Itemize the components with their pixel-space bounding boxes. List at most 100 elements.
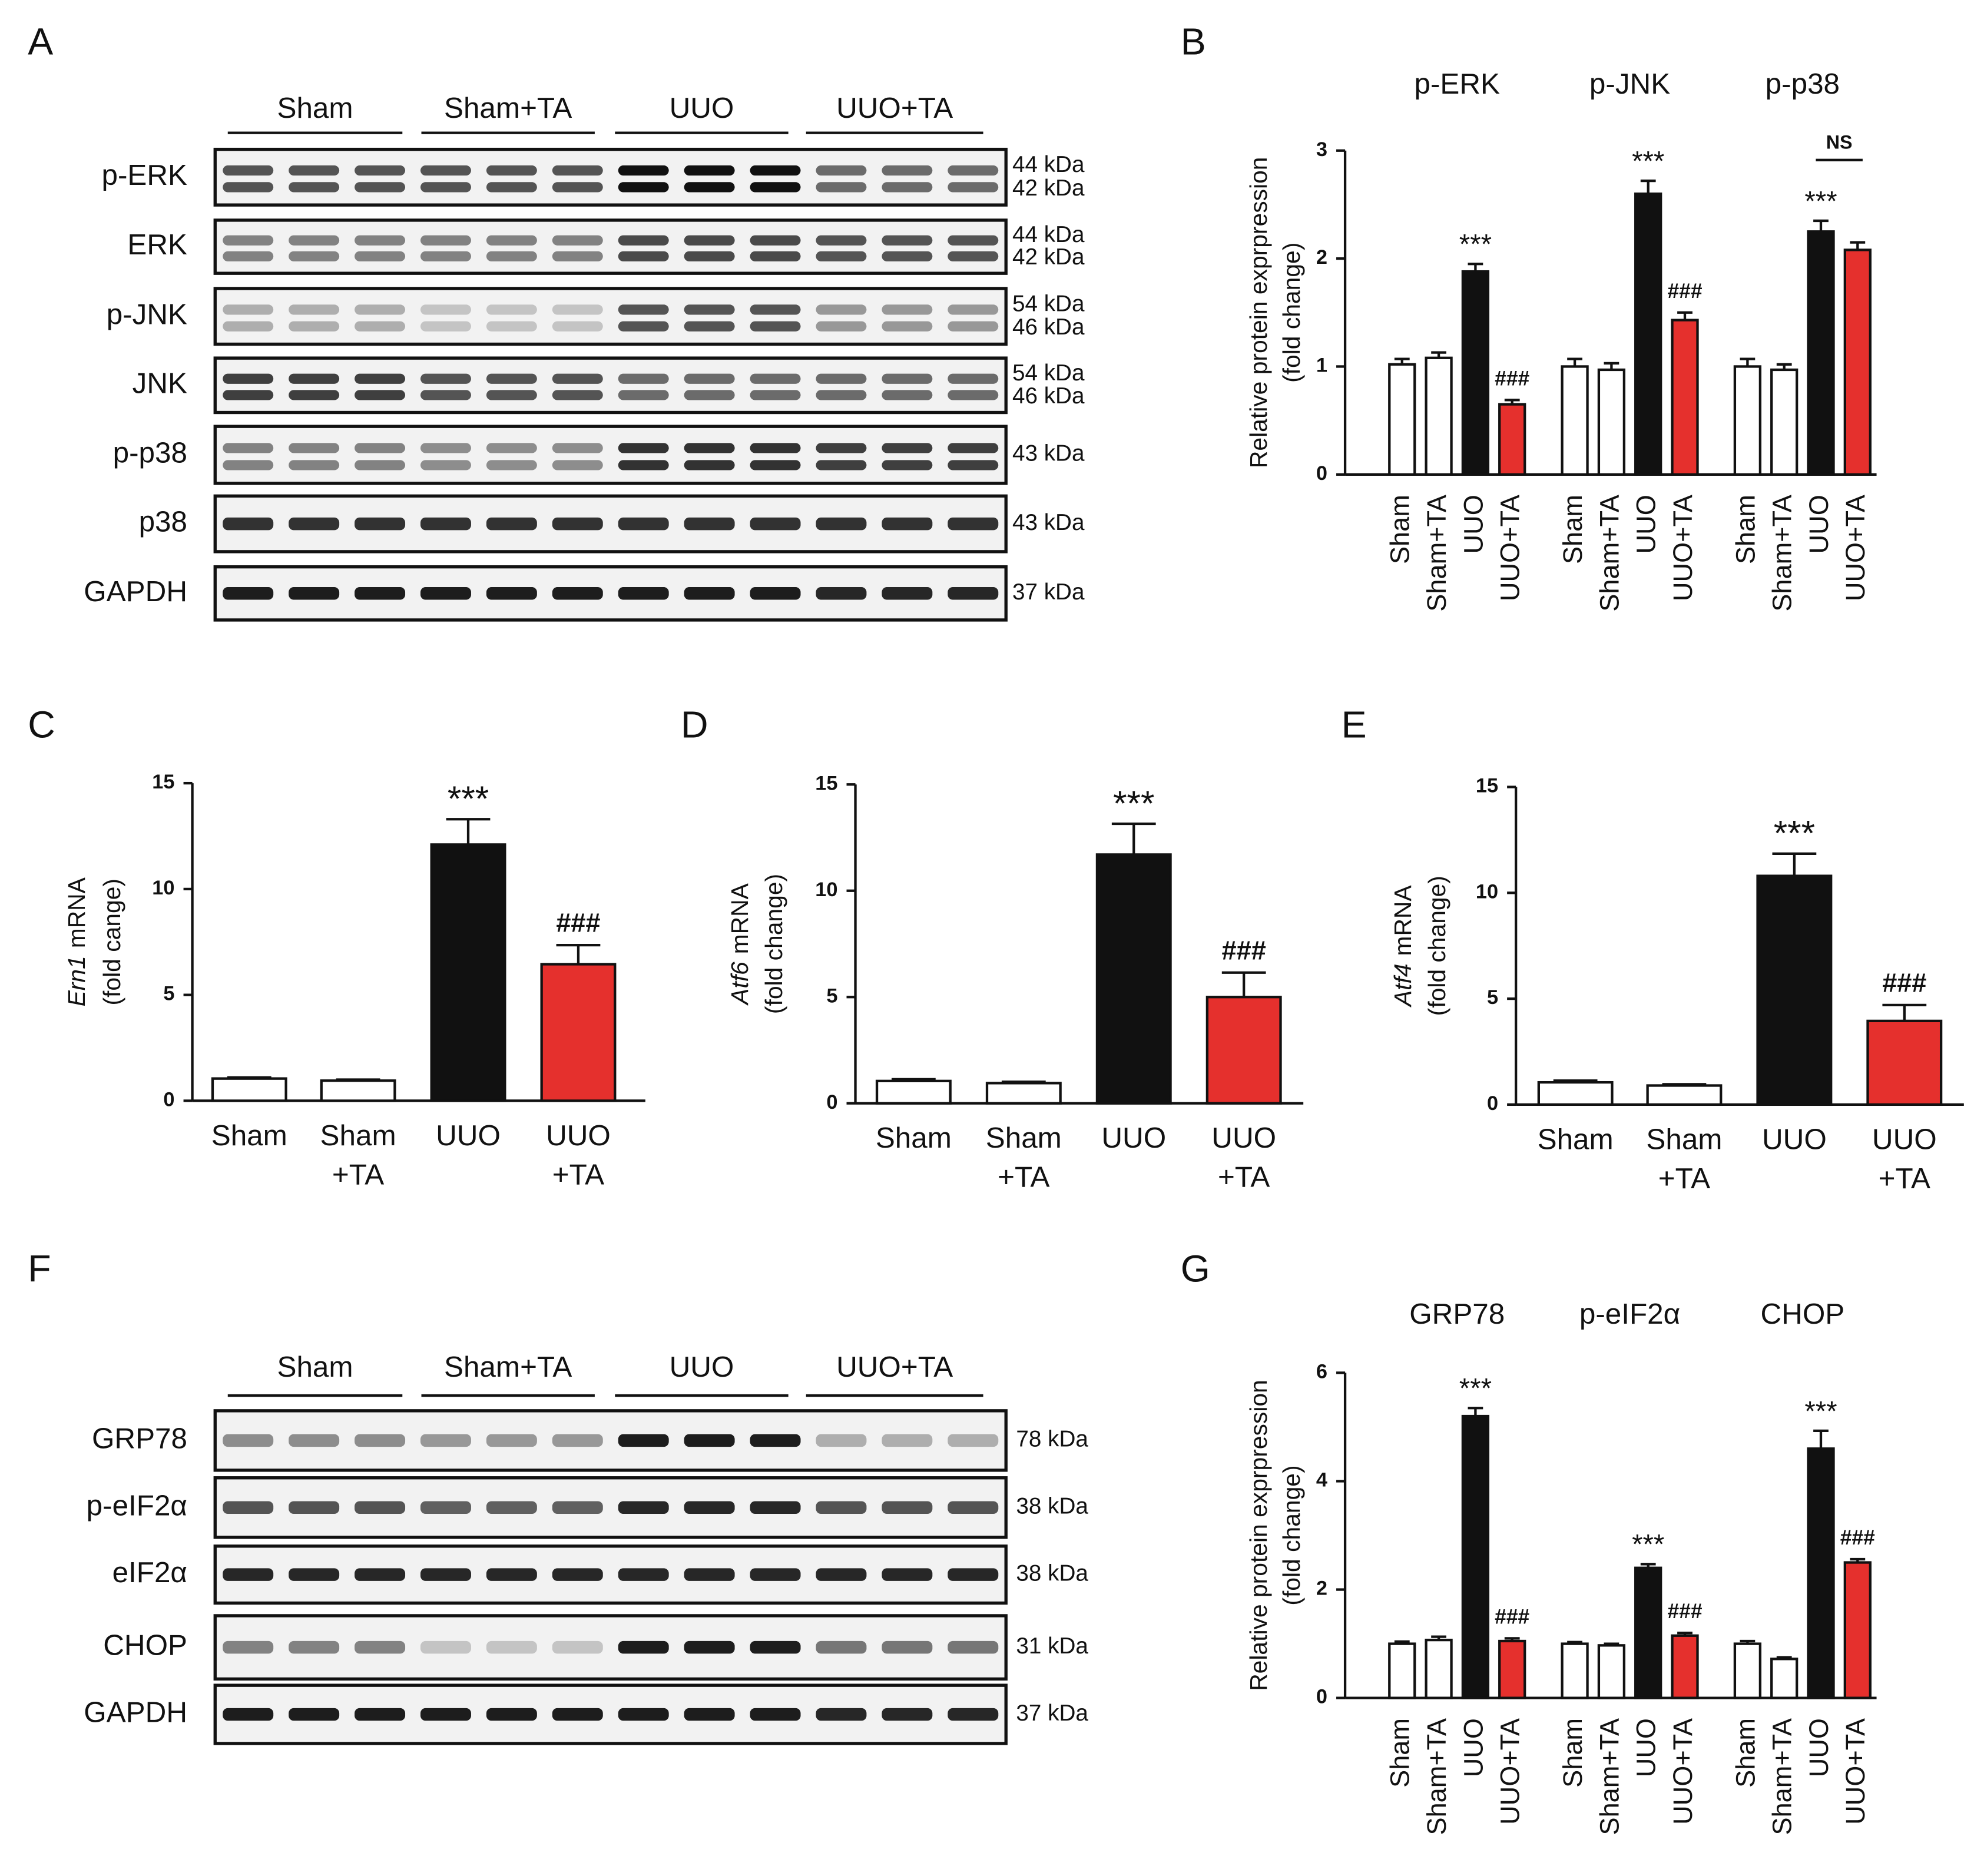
blot-group-label: UUO (670, 1351, 734, 1383)
blot-band (750, 251, 801, 261)
blot-group-label: UUO (670, 92, 734, 124)
blot-band (223, 251, 274, 261)
blot-band (420, 1640, 471, 1654)
blot-band (816, 182, 867, 193)
blot-band (355, 373, 406, 384)
blot-band (750, 373, 801, 384)
bar (430, 843, 506, 1102)
blot-band (486, 390, 537, 400)
y-tick-label: 0 (163, 1089, 174, 1111)
blot-band (486, 235, 537, 246)
x-tick-label: UUO (1631, 495, 1661, 553)
x-tick-label: +TA (1879, 1162, 1930, 1195)
blot-band (486, 1640, 537, 1654)
blot-band (355, 1501, 406, 1514)
y-tick-label: 5 (1487, 986, 1498, 1009)
bar (320, 1079, 396, 1102)
bar (1537, 1080, 1614, 1106)
x-tick-label: UUO+TA (1495, 495, 1525, 601)
blot-band (684, 304, 735, 315)
blot-band (552, 460, 603, 470)
blot-band (684, 373, 735, 384)
group-title: p-ERK (1414, 68, 1500, 100)
x-tick-label: Sham+TA (1594, 495, 1624, 611)
blot-band (486, 443, 537, 453)
blot-band (486, 460, 537, 470)
blot-row-label: p38 (139, 506, 187, 538)
bar (1095, 853, 1172, 1105)
y-axis-label: Relative protein exprpression (1245, 1380, 1272, 1691)
bar (540, 963, 617, 1102)
x-tick-label: Sham (1538, 1123, 1614, 1155)
bar (1843, 1561, 1872, 1699)
x-tick-label: Sham (1558, 495, 1588, 564)
blot-band (948, 235, 999, 246)
blot-band (223, 304, 274, 315)
blot-band (750, 390, 801, 400)
blot-band (420, 1434, 471, 1447)
bar (1733, 365, 1762, 476)
kda-label: 44 kDa (1012, 152, 1085, 177)
blot-band (486, 251, 537, 261)
blot-band (486, 1434, 537, 1447)
kda-label: 46 kDa (1012, 383, 1085, 409)
blot-band (618, 321, 669, 332)
y-axis-label-text: mRNA (63, 877, 90, 948)
blot-band (552, 304, 603, 315)
blot-band (223, 165, 274, 176)
blot-band (882, 321, 933, 332)
y-axis-label-text: mRNA (726, 883, 753, 954)
blot-band (684, 182, 735, 193)
blot-band (684, 460, 735, 470)
x-tick-label: UUO+TA (1668, 495, 1698, 601)
blot-band (223, 517, 274, 531)
blot-band (420, 165, 471, 176)
group-title: CHOP (1760, 1298, 1844, 1330)
blot-band (552, 1640, 603, 1654)
y-tick-label: 0 (1487, 1092, 1498, 1115)
y-tick-label: 4 (1316, 1469, 1327, 1491)
blot-band (223, 182, 274, 193)
blot-band (355, 321, 406, 332)
blot-band (486, 1708, 537, 1721)
blot-band (420, 390, 471, 400)
blot-band (948, 587, 999, 600)
blot-band (486, 321, 537, 332)
y-tick-label: 2 (1316, 1577, 1327, 1600)
blot-group-label: UUO+TA (836, 1351, 953, 1383)
blot-band (750, 235, 801, 246)
x-tick-label: UUO+TA (1495, 1718, 1525, 1825)
blot-band (750, 460, 801, 470)
blot-band (816, 321, 867, 332)
blot-band (420, 373, 471, 384)
bar (1498, 403, 1526, 476)
blot-band (223, 321, 274, 332)
blot-band (948, 304, 999, 315)
blot-frame (213, 1544, 1008, 1605)
x-tick-label: Sham+TA (1422, 1718, 1452, 1835)
bar (1597, 368, 1626, 476)
blot-band (552, 251, 603, 261)
bar (1597, 1644, 1626, 1699)
x-tick-label: UUO+TA (1668, 1718, 1698, 1825)
y-axis-sublabel: (fold change) (760, 874, 787, 1014)
x-tick-label: Sham (1730, 495, 1760, 564)
kda-label: 54 kDa (1012, 360, 1085, 386)
blot-band (750, 304, 801, 315)
blot-frame (213, 147, 1008, 207)
blot-band (684, 321, 735, 332)
significance-label: ### (1495, 366, 1529, 390)
blot-band (618, 1568, 669, 1581)
blot-band (486, 182, 537, 193)
blot-band (552, 1434, 603, 1447)
blot-band (289, 443, 340, 453)
x-tick-label: +TA (332, 1158, 384, 1191)
gene-name: Ern1 (63, 956, 90, 1006)
blot-band (948, 1568, 999, 1581)
blot-frame (213, 218, 1008, 275)
x-tick-label: +TA (552, 1158, 604, 1191)
blot-band (816, 460, 867, 470)
x-tick-label: UUO (546, 1119, 611, 1152)
group-title: p-JNK (1589, 68, 1670, 100)
